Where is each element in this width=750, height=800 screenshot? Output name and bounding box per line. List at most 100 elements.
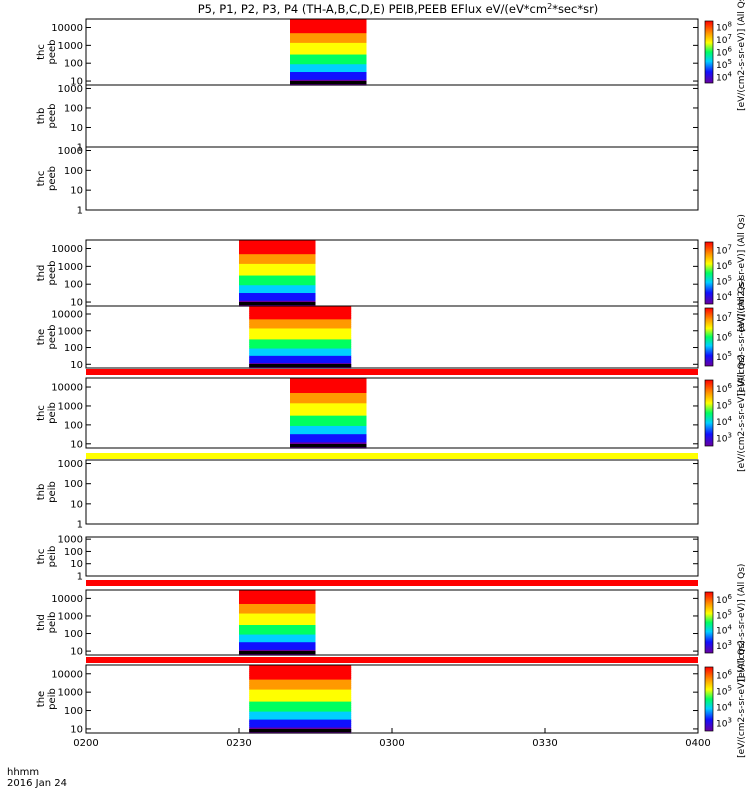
spectrogram-band [290,83,367,86]
spectrogram-band [249,689,352,692]
colorbar-tick-label: 103 [716,431,732,444]
spectrogram-band [239,292,316,295]
colorbar-label: [eV/(cm2-s-sr-eV)] (All Qs) [737,278,747,396]
spectrogram-band [249,723,352,726]
colorbar-tick-label: 107 [716,33,732,46]
spectrogram-band [290,22,367,26]
spectrogram-band [249,360,352,364]
colorbar-label: [eV/(cm2-s-sr-eV)] (All Qs) [737,354,747,472]
spectrogram-band [239,245,316,249]
spectrogram-band [290,59,367,63]
spectrogram-band [239,294,316,297]
spectrogram-band [249,337,352,340]
spectrogram-band [239,599,316,603]
spectrogram-band [290,380,367,383]
spectrogram-band [249,671,352,674]
spectrogram-band [290,398,367,402]
panel-thd-peeb: 10 100 1000 10000 thdpeeb 104 105 106 107 [eV/(cm… [36,214,747,332]
colorbar-tick-label: 104 [716,624,732,637]
spectrogram-band [239,626,316,629]
colorbar [704,20,714,84]
spectrogram-band [239,290,316,294]
spectrogram-band [249,721,352,724]
spectrogram-band [249,357,352,360]
spectrogram-band [249,351,352,355]
spectrogram-band [249,353,352,356]
spectrogram-band [249,683,352,686]
panel-the-peeb: 10 100 1000 10000 thepeeb 105 106 107 [eV/(cm2-s… [36,278,747,396]
spectrogram-band [290,69,367,73]
spectrogram-band [290,50,367,53]
x-date-label: 2016 Jan 24 [7,778,67,789]
spectrogram-band [249,324,352,327]
spectrogram-band [290,24,367,28]
chart-title: P5, P1, P2, P3, P4 (TH-A,B,C,D,E) PEIB,P… [198,2,599,16]
energy-floor-trace [290,444,367,447]
spectrogram-band [249,306,352,309]
panel-thd-peib: 10 100 1000 10000 thdpeib 103 104 105 106 [eV/(cm… [36,564,747,682]
spectrogram-band [290,417,367,420]
spectrogram-band [290,63,367,67]
spectrogram-band [290,384,367,387]
y-tick-label: 1000 [58,41,83,52]
panel-frame [85,84,699,148]
y-tick-label: 10 [70,186,83,197]
panel-frame [85,305,699,369]
spectrogram-band [239,614,316,618]
colorbar-tick-label: 105 [716,274,732,287]
y-tick-label: 10 [70,439,83,450]
spectrogram-band [249,665,352,668]
status-bar [86,657,698,663]
panel-frame [85,239,699,307]
panel-frame [85,146,699,211]
colorbar-tick-label: 106 [716,593,732,606]
spectrogram-band [239,639,316,643]
y-tick-label: 100 [64,280,83,291]
spectrogram-band [249,719,352,722]
spectrogram-band [290,44,367,47]
y-tick-label: 1 [77,572,83,583]
y-tick-label: 10000 [51,383,83,394]
colorbar-tick-label: 105 [716,58,732,71]
spectrogram-band [249,701,352,704]
energy-floor-trace [239,302,316,305]
spectrogram-band [290,410,367,414]
colorbar-tick-label: 105 [716,398,732,411]
spectrogram-band [249,727,352,730]
spectrogram-band [249,685,352,688]
spectrogram-band [290,46,367,49]
spectrogram-band [290,425,367,429]
spectrogram-band [239,647,316,650]
spectrogram-band [290,77,367,80]
spectrogram-band [249,362,352,365]
y-tick-label: 100 [64,59,83,70]
spectrogram-band [239,593,316,597]
spectrogram-band [239,624,316,627]
y-tick-label: 100 [64,629,83,640]
spectrogram-band [239,601,316,604]
y-axis-label: thepeeb [36,325,58,350]
spectrogram-band [239,263,316,266]
colorbar-tick-label: 108 [716,21,732,34]
spectrogram-band [249,697,352,700]
colorbar-tick-label: 105 [716,350,732,363]
y-axis-label: thbpeeb [36,104,58,129]
colorbar [704,307,714,367]
spectrogram-band [249,344,352,347]
spectrogram-band [239,632,316,635]
y-tick-label: 1000 [58,146,83,157]
spectrogram-band [239,251,316,255]
spectrogram-band [249,318,352,322]
spectrogram-band [249,713,352,716]
spectrogram-band [249,681,352,684]
colorbar-tick-label: 104 [716,415,732,428]
y-tick-label: 10 [70,77,83,88]
x-corner-label: hhmm [7,767,39,778]
spectrogram-band [249,327,352,331]
spectrogram-band [249,313,352,316]
y-tick-label: 10000 [51,244,83,255]
y-tick-label: 1000 [58,84,83,95]
